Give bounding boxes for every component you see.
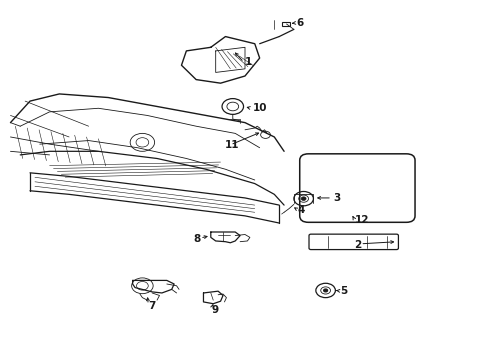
Text: 3: 3 — [333, 193, 340, 203]
Text: 9: 9 — [212, 305, 219, 315]
Text: 11: 11 — [224, 140, 239, 150]
Text: 5: 5 — [340, 286, 347, 296]
Text: 1: 1 — [245, 57, 252, 67]
Text: 7: 7 — [148, 301, 156, 311]
Text: 4: 4 — [298, 206, 305, 216]
Text: 2: 2 — [354, 239, 362, 249]
Circle shape — [324, 289, 328, 292]
Text: 12: 12 — [354, 215, 369, 225]
Text: 10: 10 — [252, 103, 267, 113]
Text: 6: 6 — [296, 18, 303, 28]
Circle shape — [301, 197, 306, 201]
Text: 8: 8 — [194, 234, 201, 244]
